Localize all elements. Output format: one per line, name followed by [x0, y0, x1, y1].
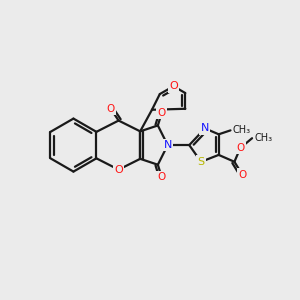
Text: O: O — [238, 169, 246, 179]
Text: N: N — [164, 140, 172, 150]
Text: CH₃: CH₃ — [232, 125, 250, 135]
Text: O: O — [158, 172, 166, 182]
Text: O: O — [158, 108, 166, 118]
Text: N: N — [201, 123, 209, 134]
Text: CH₃: CH₃ — [254, 133, 272, 143]
Text: O: O — [114, 165, 123, 175]
Text: S: S — [197, 157, 205, 167]
Text: O: O — [106, 104, 115, 114]
Text: O: O — [236, 143, 244, 153]
Text: O: O — [169, 81, 178, 91]
